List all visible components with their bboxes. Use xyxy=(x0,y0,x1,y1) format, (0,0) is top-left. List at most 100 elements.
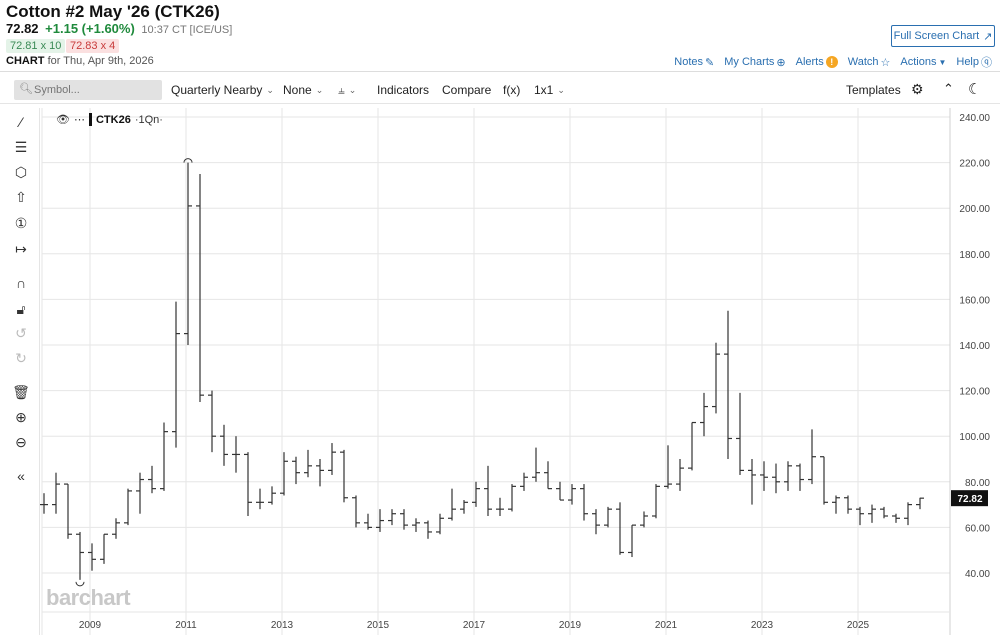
ohlc-bar xyxy=(808,429,816,485)
ohlc-bar xyxy=(448,488,456,521)
layout-label: 1x1 xyxy=(534,83,554,97)
x-tick-label: 2011 xyxy=(175,620,197,631)
ohlc-bar xyxy=(40,493,48,514)
ohlc-bar xyxy=(640,511,648,528)
ohlc-bar xyxy=(52,472,60,514)
fx-button[interactable]: f(x) xyxy=(503,83,521,97)
watch-link[interactable]: Watch ☆ xyxy=(848,56,891,69)
magnet-icon[interactable]: ∩ xyxy=(15,275,27,291)
x-tick-label: 2009 xyxy=(79,620,102,631)
ohlc-bar xyxy=(700,392,708,437)
fib-tool-icon[interactable]: ☰ xyxy=(14,138,28,155)
moon-icon[interactable]: ☾ xyxy=(968,81,982,98)
ohlc-bar xyxy=(520,472,528,491)
x-tick-label: 2021 xyxy=(655,620,678,631)
ohlc-bar xyxy=(160,422,168,491)
ohlc-bar xyxy=(724,310,732,459)
more-options-icon[interactable]: ⋯ xyxy=(73,114,85,126)
chevron-down-icon: ⌄ xyxy=(315,84,324,95)
zoom-out-icon[interactable]: ⊖ xyxy=(15,433,27,450)
symbol-search-input[interactable] xyxy=(14,80,162,100)
drawing-tools-sidebar: ⁄ ☰ ⬡ ⇧ ① ↦ ∩ 🔓︎ ↺ ↻ 🗑︎ ⊕ ⊖ « xyxy=(0,108,40,635)
templates-button[interactable]: Templates xyxy=(846,83,901,97)
compare-button[interactable]: Compare xyxy=(442,83,492,97)
zoom-in-icon[interactable]: ⊕ xyxy=(15,408,27,425)
chart-date-text: for Thu, Apr 9th, 2026 xyxy=(47,55,154,67)
actions-menu[interactable]: Actions ▼ xyxy=(900,56,946,68)
ohlc-bar xyxy=(556,481,564,501)
chart-legend: 👁︎ ⋯ CTK26 ·1Qn· xyxy=(56,113,163,126)
x-tick-label: 2019 xyxy=(559,620,582,631)
ohlc-bar xyxy=(400,509,408,530)
ohlc-bar xyxy=(64,483,72,539)
full-screen-label: Full Screen Chart xyxy=(893,30,980,42)
legend-interval: ·1Qn· xyxy=(134,113,163,126)
number-one-tool-icon[interactable]: ① xyxy=(14,214,28,231)
eye-icon[interactable]: 👁︎ xyxy=(56,114,70,126)
measure-tool-icon[interactable]: ↦ xyxy=(15,240,27,257)
ohlc-bar xyxy=(220,424,228,466)
chevron-down-icon: ⌄ xyxy=(266,84,274,95)
my-charts-link[interactable]: My Charts ⊕ xyxy=(724,56,785,69)
ohlc-bar xyxy=(892,513,900,523)
ohlc-bar xyxy=(796,463,804,491)
y-tick-label: 80.00 xyxy=(965,478,990,489)
x-tick-label: 2025 xyxy=(847,620,870,631)
lock-icon[interactable]: 🔓︎ xyxy=(16,300,26,317)
alerts-link[interactable]: Alerts! xyxy=(796,56,838,68)
undo-icon[interactable]: ↺ xyxy=(15,324,27,341)
ohlc-bar xyxy=(676,459,684,491)
help-link[interactable]: Help ⓠ xyxy=(956,54,992,70)
x-tick-label: 2013 xyxy=(271,620,294,631)
ohlc-bar xyxy=(484,465,492,516)
ohlc-bar xyxy=(652,484,660,519)
ohlc-bar xyxy=(268,486,276,505)
ohlc-bar xyxy=(616,502,624,555)
chart-date: CHART for Thu, Apr 9th, 2026 xyxy=(6,55,154,67)
ohlc-bar xyxy=(664,445,672,489)
indicators-button[interactable]: Indicators xyxy=(377,83,430,97)
redo-icon[interactable]: ↻ xyxy=(15,349,27,366)
ohlc-bar xyxy=(532,447,540,482)
period-dropdown[interactable]: Quarterly Nearby ⌄ xyxy=(171,83,274,97)
last-price: 72.82 xyxy=(6,21,39,36)
expand-arrow-icon: ↗ xyxy=(983,30,993,43)
ohlc-bar xyxy=(424,520,432,539)
layout-dropdown[interactable]: 1x1 ⌄ xyxy=(534,83,565,97)
x-tick-label: 2015 xyxy=(367,620,390,631)
ohlc-bar xyxy=(880,506,888,519)
line-tool-icon[interactable]: ⁄ xyxy=(19,114,23,130)
ohlc-bar xyxy=(364,513,372,530)
search-icon: 🔍︎ xyxy=(19,83,33,95)
ohlc-bar xyxy=(436,513,444,535)
high-marker xyxy=(183,158,193,163)
collapse-sidebar-icon[interactable]: « xyxy=(17,468,25,484)
ohlc-bar xyxy=(136,472,144,514)
x-tick-label: 2023 xyxy=(751,620,774,631)
settings-gear-icon[interactable]: ⚙ xyxy=(911,81,924,97)
ohlc-bar xyxy=(712,342,720,414)
chevrons-up-icon[interactable]: ⌃ xyxy=(943,81,954,96)
ohlc-bar xyxy=(148,465,156,494)
bar-type-dropdown[interactable]: ⫨ ⌄ xyxy=(338,83,356,98)
arrow-up-tool-icon[interactable]: ⇧ xyxy=(15,188,27,205)
trash-icon[interactable]: 🗑︎ xyxy=(12,383,30,400)
ohlc-bar xyxy=(196,174,204,402)
polygon-tool-icon[interactable]: ⬡ xyxy=(14,163,28,180)
ohlc-bar xyxy=(604,506,612,528)
overlay-dropdown[interactable]: None ⌄ xyxy=(283,83,323,97)
ohlc-bar xyxy=(184,162,192,345)
ohlc-bar xyxy=(856,506,864,526)
full-screen-chart-button[interactable]: Full Screen Chart ↗ xyxy=(891,25,995,47)
ohlc-bar xyxy=(628,524,636,558)
legend-symbol: CTK26 xyxy=(95,113,131,126)
notes-label: Notes xyxy=(674,56,704,68)
chart-label: CHART xyxy=(6,55,45,67)
watch-label: Watch xyxy=(847,56,879,68)
notes-link[interactable]: Notes ✎ xyxy=(674,56,714,69)
ohlc-bar xyxy=(376,509,384,532)
ohlc-bar xyxy=(340,449,348,503)
ohlc-bar xyxy=(208,390,216,453)
ohlc-bar xyxy=(460,500,468,514)
